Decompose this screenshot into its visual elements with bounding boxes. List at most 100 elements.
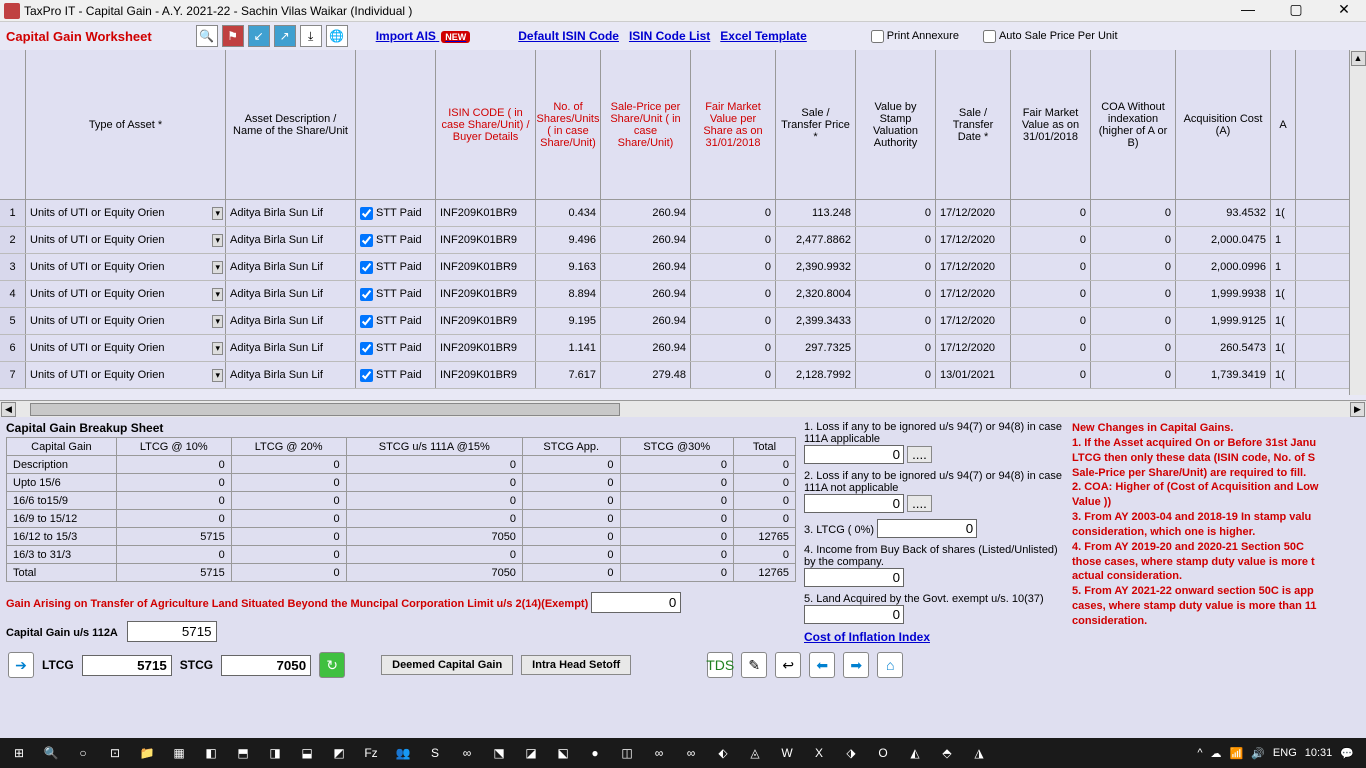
cell-acq[interactable]: 1,999.9938 bbox=[1176, 281, 1271, 307]
cell-fmv-share[interactable]: 0 bbox=[691, 308, 776, 334]
vs-icon[interactable]: ∞ bbox=[452, 740, 482, 766]
arrow-icon[interactable]: ➔ bbox=[8, 652, 34, 678]
cell-stt[interactable]: STT Paid bbox=[356, 281, 436, 307]
col-fmv-share[interactable]: Fair Market Value per Share as on 31/01/… bbox=[691, 50, 776, 199]
cell-desc[interactable]: Aditya Birla Sun Lif bbox=[226, 254, 356, 280]
cell-fmv-date[interactable]: 0 bbox=[1011, 200, 1091, 226]
app13-icon[interactable]: ⬗ bbox=[836, 740, 866, 766]
start-button[interactable]: ⊞ bbox=[4, 740, 34, 766]
cell-shares[interactable]: 7.617 bbox=[536, 362, 601, 388]
down-icon[interactable]: ⤓ bbox=[300, 25, 322, 47]
cell-desc[interactable]: Aditya Birla Sun Lif bbox=[226, 362, 356, 388]
cell-fmv-share[interactable]: 0 bbox=[691, 362, 776, 388]
app15-icon[interactable]: ⬘ bbox=[932, 740, 962, 766]
cell-saleprice[interactable]: 260.94 bbox=[601, 227, 691, 253]
cell-isin[interactable]: INF209K01BR9 bbox=[436, 200, 536, 226]
loss1-browse-button[interactable]: .... bbox=[907, 446, 932, 463]
land-govt-input[interactable] bbox=[804, 605, 904, 624]
cell-fmv-date[interactable]: 0 bbox=[1011, 362, 1091, 388]
scroll-left-arrow[interactable]: ◀ bbox=[1, 402, 16, 417]
cell-coa[interactable]: 0 bbox=[1091, 254, 1176, 280]
table-row[interactable]: 6Units of UTI or Equity OrienAditya Birl… bbox=[0, 335, 1366, 362]
word-icon[interactable]: W bbox=[772, 740, 802, 766]
table-row[interactable]: 7Units of UTI or Equity OrienAditya Birl… bbox=[0, 362, 1366, 389]
stt-checkbox[interactable] bbox=[360, 234, 373, 247]
col-date[interactable]: Sale / Transfer Date * bbox=[936, 50, 1011, 199]
forward-icon[interactable]: ➡ bbox=[843, 652, 869, 678]
cell-shares[interactable]: 8.894 bbox=[536, 281, 601, 307]
app3-icon[interactable]: ⬒ bbox=[228, 740, 258, 766]
cell-shares[interactable]: 1.141 bbox=[536, 335, 601, 361]
cell-acq[interactable]: 1,739.3419 bbox=[1176, 362, 1271, 388]
cell-coa[interactable]: 0 bbox=[1091, 362, 1176, 388]
cell-acq[interactable]: 2,000.0996 bbox=[1176, 254, 1271, 280]
cell-isin[interactable]: INF209K01BR9 bbox=[436, 227, 536, 253]
cell-shares[interactable]: 9.163 bbox=[536, 254, 601, 280]
stt-checkbox[interactable] bbox=[360, 288, 373, 301]
col-stamp[interactable]: Value by Stamp Valuation Authority bbox=[856, 50, 936, 199]
cell-shares[interactable]: 9.496 bbox=[536, 227, 601, 253]
cell-saletransfer[interactable]: 2,320.8004 bbox=[776, 281, 856, 307]
vs3-icon[interactable]: ∞ bbox=[676, 740, 706, 766]
col-type[interactable]: Type of Asset * bbox=[26, 50, 226, 199]
cell-fmv-date[interactable]: 0 bbox=[1011, 254, 1091, 280]
intra-head-button[interactable]: Intra Head Setoff bbox=[521, 655, 631, 675]
cell-stamp[interactable]: 0 bbox=[856, 200, 936, 226]
cell-date[interactable]: 17/12/2020 bbox=[936, 308, 1011, 334]
clock[interactable]: 10:31 bbox=[1305, 747, 1333, 759]
cell-stt[interactable]: STT Paid bbox=[356, 227, 436, 253]
loss2-browse-button[interactable]: .... bbox=[907, 495, 932, 512]
notifications-icon[interactable]: 💬 bbox=[1340, 747, 1354, 760]
cell-saletransfer[interactable]: 2,390.9932 bbox=[776, 254, 856, 280]
cell-coa[interactable]: 0 bbox=[1091, 200, 1176, 226]
col-saletransfer[interactable]: Sale / Transfer Price * bbox=[776, 50, 856, 199]
col-shares[interactable]: No. of Shares/Units ( in case Share/Unit… bbox=[536, 50, 601, 199]
search-icon[interactable]: 🔍 bbox=[196, 25, 218, 47]
cell-acq[interactable]: 2,000.0475 bbox=[1176, 227, 1271, 253]
outlook-icon[interactable]: O bbox=[868, 740, 898, 766]
cell-saletransfer[interactable]: 2,399.3433 bbox=[776, 308, 856, 334]
wifi-icon[interactable]: 📶 bbox=[1230, 747, 1244, 760]
cell-isin[interactable]: INF209K01BR9 bbox=[436, 281, 536, 307]
cell-coa[interactable]: 0 bbox=[1091, 335, 1176, 361]
isin-list-link[interactable]: ISIN Code List bbox=[629, 29, 710, 43]
cell-desc[interactable]: Aditya Birla Sun Lif bbox=[226, 335, 356, 361]
stcg-input[interactable] bbox=[221, 655, 311, 676]
cell-date[interactable]: 17/12/2020 bbox=[936, 281, 1011, 307]
cell-last[interactable]: 1( bbox=[1271, 281, 1296, 307]
cell-stamp[interactable]: 0 bbox=[856, 335, 936, 361]
col-coa[interactable]: COA Without indexation (higher of A or B… bbox=[1091, 50, 1176, 199]
app5-icon[interactable]: ⬓ bbox=[292, 740, 322, 766]
col-desc[interactable]: Asset Description / Name of the Share/Un… bbox=[226, 50, 356, 199]
app7-icon[interactable]: ⬔ bbox=[484, 740, 514, 766]
app14-icon[interactable]: ◭ bbox=[900, 740, 930, 766]
cell-saleprice[interactable]: 260.94 bbox=[601, 281, 691, 307]
col-acq[interactable]: Acquisition Cost (A) bbox=[1176, 50, 1271, 199]
browser-icon[interactable]: 🌐 bbox=[326, 25, 348, 47]
cortana-icon[interactable]: ○ bbox=[68, 740, 98, 766]
cell-isin[interactable]: INF209K01BR9 bbox=[436, 308, 536, 334]
tray-up-icon[interactable]: ^ bbox=[1197, 747, 1202, 759]
cell-fmv-share[interactable]: 0 bbox=[691, 281, 776, 307]
print-annexure-checkbox[interactable] bbox=[871, 30, 884, 43]
scroll-right-arrow[interactable]: ▶ bbox=[1350, 402, 1365, 417]
cell-date[interactable]: 17/12/2020 bbox=[936, 200, 1011, 226]
col-stt[interactable] bbox=[356, 50, 436, 199]
taskview-icon[interactable]: ⊡ bbox=[100, 740, 130, 766]
cell-fmv-share[interactable]: 0 bbox=[691, 200, 776, 226]
cell-fmv-date[interactable]: 0 bbox=[1011, 335, 1091, 361]
vs2-icon[interactable]: ∞ bbox=[644, 740, 674, 766]
app10-icon[interactable]: ◫ bbox=[612, 740, 642, 766]
cell-acq[interactable]: 260.5473 bbox=[1176, 335, 1271, 361]
cell-last[interactable]: 1( bbox=[1271, 335, 1296, 361]
cell-type[interactable]: Units of UTI or Equity Orien bbox=[26, 227, 226, 253]
stt-checkbox[interactable] bbox=[360, 342, 373, 355]
cell-isin[interactable]: INF209K01BR9 bbox=[436, 335, 536, 361]
cell-desc[interactable]: Aditya Birla Sun Lif bbox=[226, 308, 356, 334]
minimize-button[interactable]: — bbox=[1230, 1, 1266, 21]
cell-type[interactable]: Units of UTI or Equity Orien bbox=[26, 335, 226, 361]
table-row[interactable]: 1Units of UTI or Equity OrienAditya Birl… bbox=[0, 200, 1366, 227]
app9-icon[interactable]: ⬕ bbox=[548, 740, 578, 766]
app12-icon[interactable]: ◬ bbox=[740, 740, 770, 766]
cell-type[interactable]: Units of UTI or Equity Orien bbox=[26, 254, 226, 280]
